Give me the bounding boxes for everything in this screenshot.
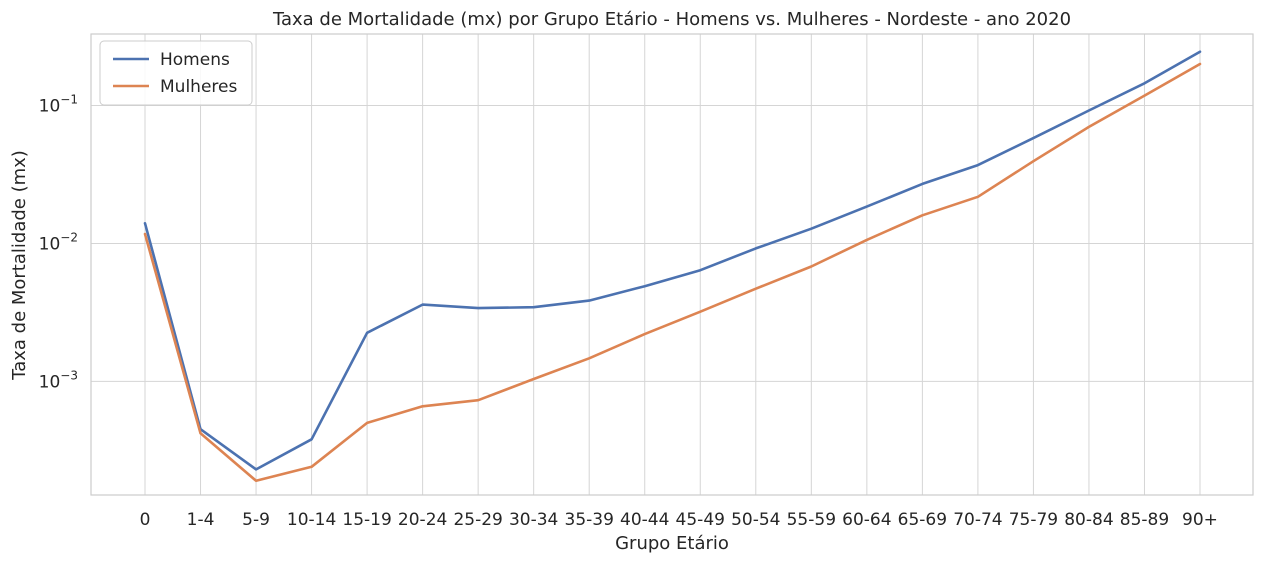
legend-box	[99, 40, 253, 106]
y-tick-label: 10−3	[39, 368, 78, 392]
x-tick-label: 0	[140, 510, 151, 530]
chart-title: Taxa de Mortalidade (mx) por Grupo Etári…	[272, 9, 1071, 30]
x-tick-label: 85-89	[1120, 510, 1169, 530]
x-tick-label: 70-74	[953, 510, 1002, 530]
x-axis-label: Grupo Etário	[615, 533, 729, 554]
x-tick-label: 5-9	[242, 510, 270, 530]
legend-label-homens: Homens	[160, 50, 230, 70]
x-tick-label: 35-39	[565, 510, 614, 530]
x-tick-label: 80-84	[1064, 510, 1113, 530]
x-tick-label: 65-69	[898, 510, 947, 530]
x-tick-label: 75-79	[1009, 510, 1058, 530]
x-tick-label: 20-24	[398, 510, 447, 530]
y-tick-labels: 10−3 10−2 10−1	[39, 93, 78, 393]
x-tick-label: 45-49	[676, 510, 725, 530]
plot-frame	[90, 33, 1254, 496]
x-tick-label: 10-14	[287, 510, 336, 530]
series-line-homens	[143, 50, 1202, 471]
y-tick-label: 10−2	[39, 230, 78, 254]
x-tick-label: 40-44	[620, 510, 669, 530]
x-tick-label: 50-54	[731, 510, 780, 530]
grid	[91, 34, 1253, 495]
x-tick-label: 30-34	[509, 510, 558, 530]
series-lines	[143, 50, 1202, 483]
x-tick-label: 1-4	[187, 510, 215, 530]
x-tick-labels: 0 1-4 5-9 10-14 15-19 20-24 25-29 30-34 35-39 40-…	[140, 510, 1218, 530]
y-axis-label: Taxa de Mortalidade (mx)	[9, 150, 30, 381]
x-tick-label: 90+	[1182, 510, 1218, 530]
x-tick-label: 55-59	[787, 510, 836, 530]
x-tick-label: 25-29	[453, 510, 502, 530]
legend: Homens Mulheres	[99, 40, 253, 106]
x-tick-label: 15-19	[342, 510, 391, 530]
x-tick-label: 60-64	[842, 510, 891, 530]
series-line-mulheres	[143, 62, 1202, 483]
legend-label-mulheres: Mulheres	[160, 77, 237, 97]
plot-area	[91, 34, 1253, 495]
y-tick-label: 10−1	[39, 93, 78, 117]
